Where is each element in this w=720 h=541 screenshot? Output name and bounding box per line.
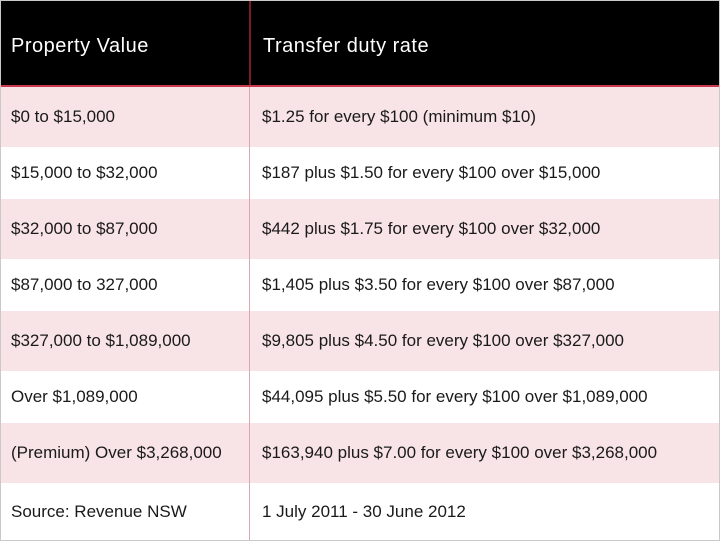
cell-duty-rate: $1,405 plus $3.50 for every $100 over $8… [262, 275, 615, 294]
table-row: Over $1,089,000 $44,095 plus $5.50 for e… [1, 371, 719, 423]
table-row: $87,000 to 327,000 $1,405 plus $3.50 for… [1, 259, 719, 311]
cell-duty-rate: $9,805 plus $4.50 for every $100 over $3… [262, 331, 624, 350]
cell-property-value: $32,000 to $87,000 [11, 219, 158, 238]
table-row: $15,000 to $32,000 $187 plus $1.50 for e… [1, 147, 719, 199]
header-transfer-duty-rate: Transfer duty rate [263, 35, 430, 57]
header-divider [249, 1, 251, 85]
table-header: Property Value Transfer duty rate [1, 1, 719, 87]
cell-property-value: $0 to $15,000 [11, 107, 115, 126]
cell-duty-rate: $44,095 plus $5.50 for every $100 over $… [262, 387, 648, 406]
cell-source: Source: Revenue NSW [11, 501, 187, 521]
cell-duty-rate: $1.25 for every $100 (minimum $10) [262, 107, 537, 126]
header-property-value: Property Value [11, 35, 149, 57]
cell-property-value: $327,000 to $1,089,000 [11, 331, 191, 350]
column-divider [249, 87, 250, 540]
cell-property-value: $87,000 to 327,000 [11, 275, 158, 294]
cell-property-value: (Premium) Over $3,268,000 [11, 443, 222, 462]
table-row: $327,000 to $1,089,000 $9,805 plus $4.50… [1, 311, 719, 371]
cell-property-value: $15,000 to $32,000 [11, 163, 158, 182]
table-row-source: Source: Revenue NSW 1 July 2011 - 30 Jun… [1, 483, 719, 540]
cell-duty-rate: $163,940 plus $7.00 for every $100 over … [262, 443, 658, 462]
cell-date-range: 1 July 2011 - 30 June 2012 [262, 501, 466, 521]
table-row: $32,000 to $87,000 $442 plus $1.75 for e… [1, 199, 719, 259]
cell-property-value: Over $1,089,000 [11, 387, 138, 406]
cell-duty-rate: $442 plus $1.75 for every $100 over $32,… [262, 219, 601, 238]
cell-duty-rate: $187 plus $1.50 for every $100 over $15,… [262, 163, 601, 182]
table-row: $0 to $15,000 $1.25 for every $100 (mini… [1, 87, 719, 147]
table-row: (Premium) Over $3,268,000 $163,940 plus … [1, 423, 719, 483]
